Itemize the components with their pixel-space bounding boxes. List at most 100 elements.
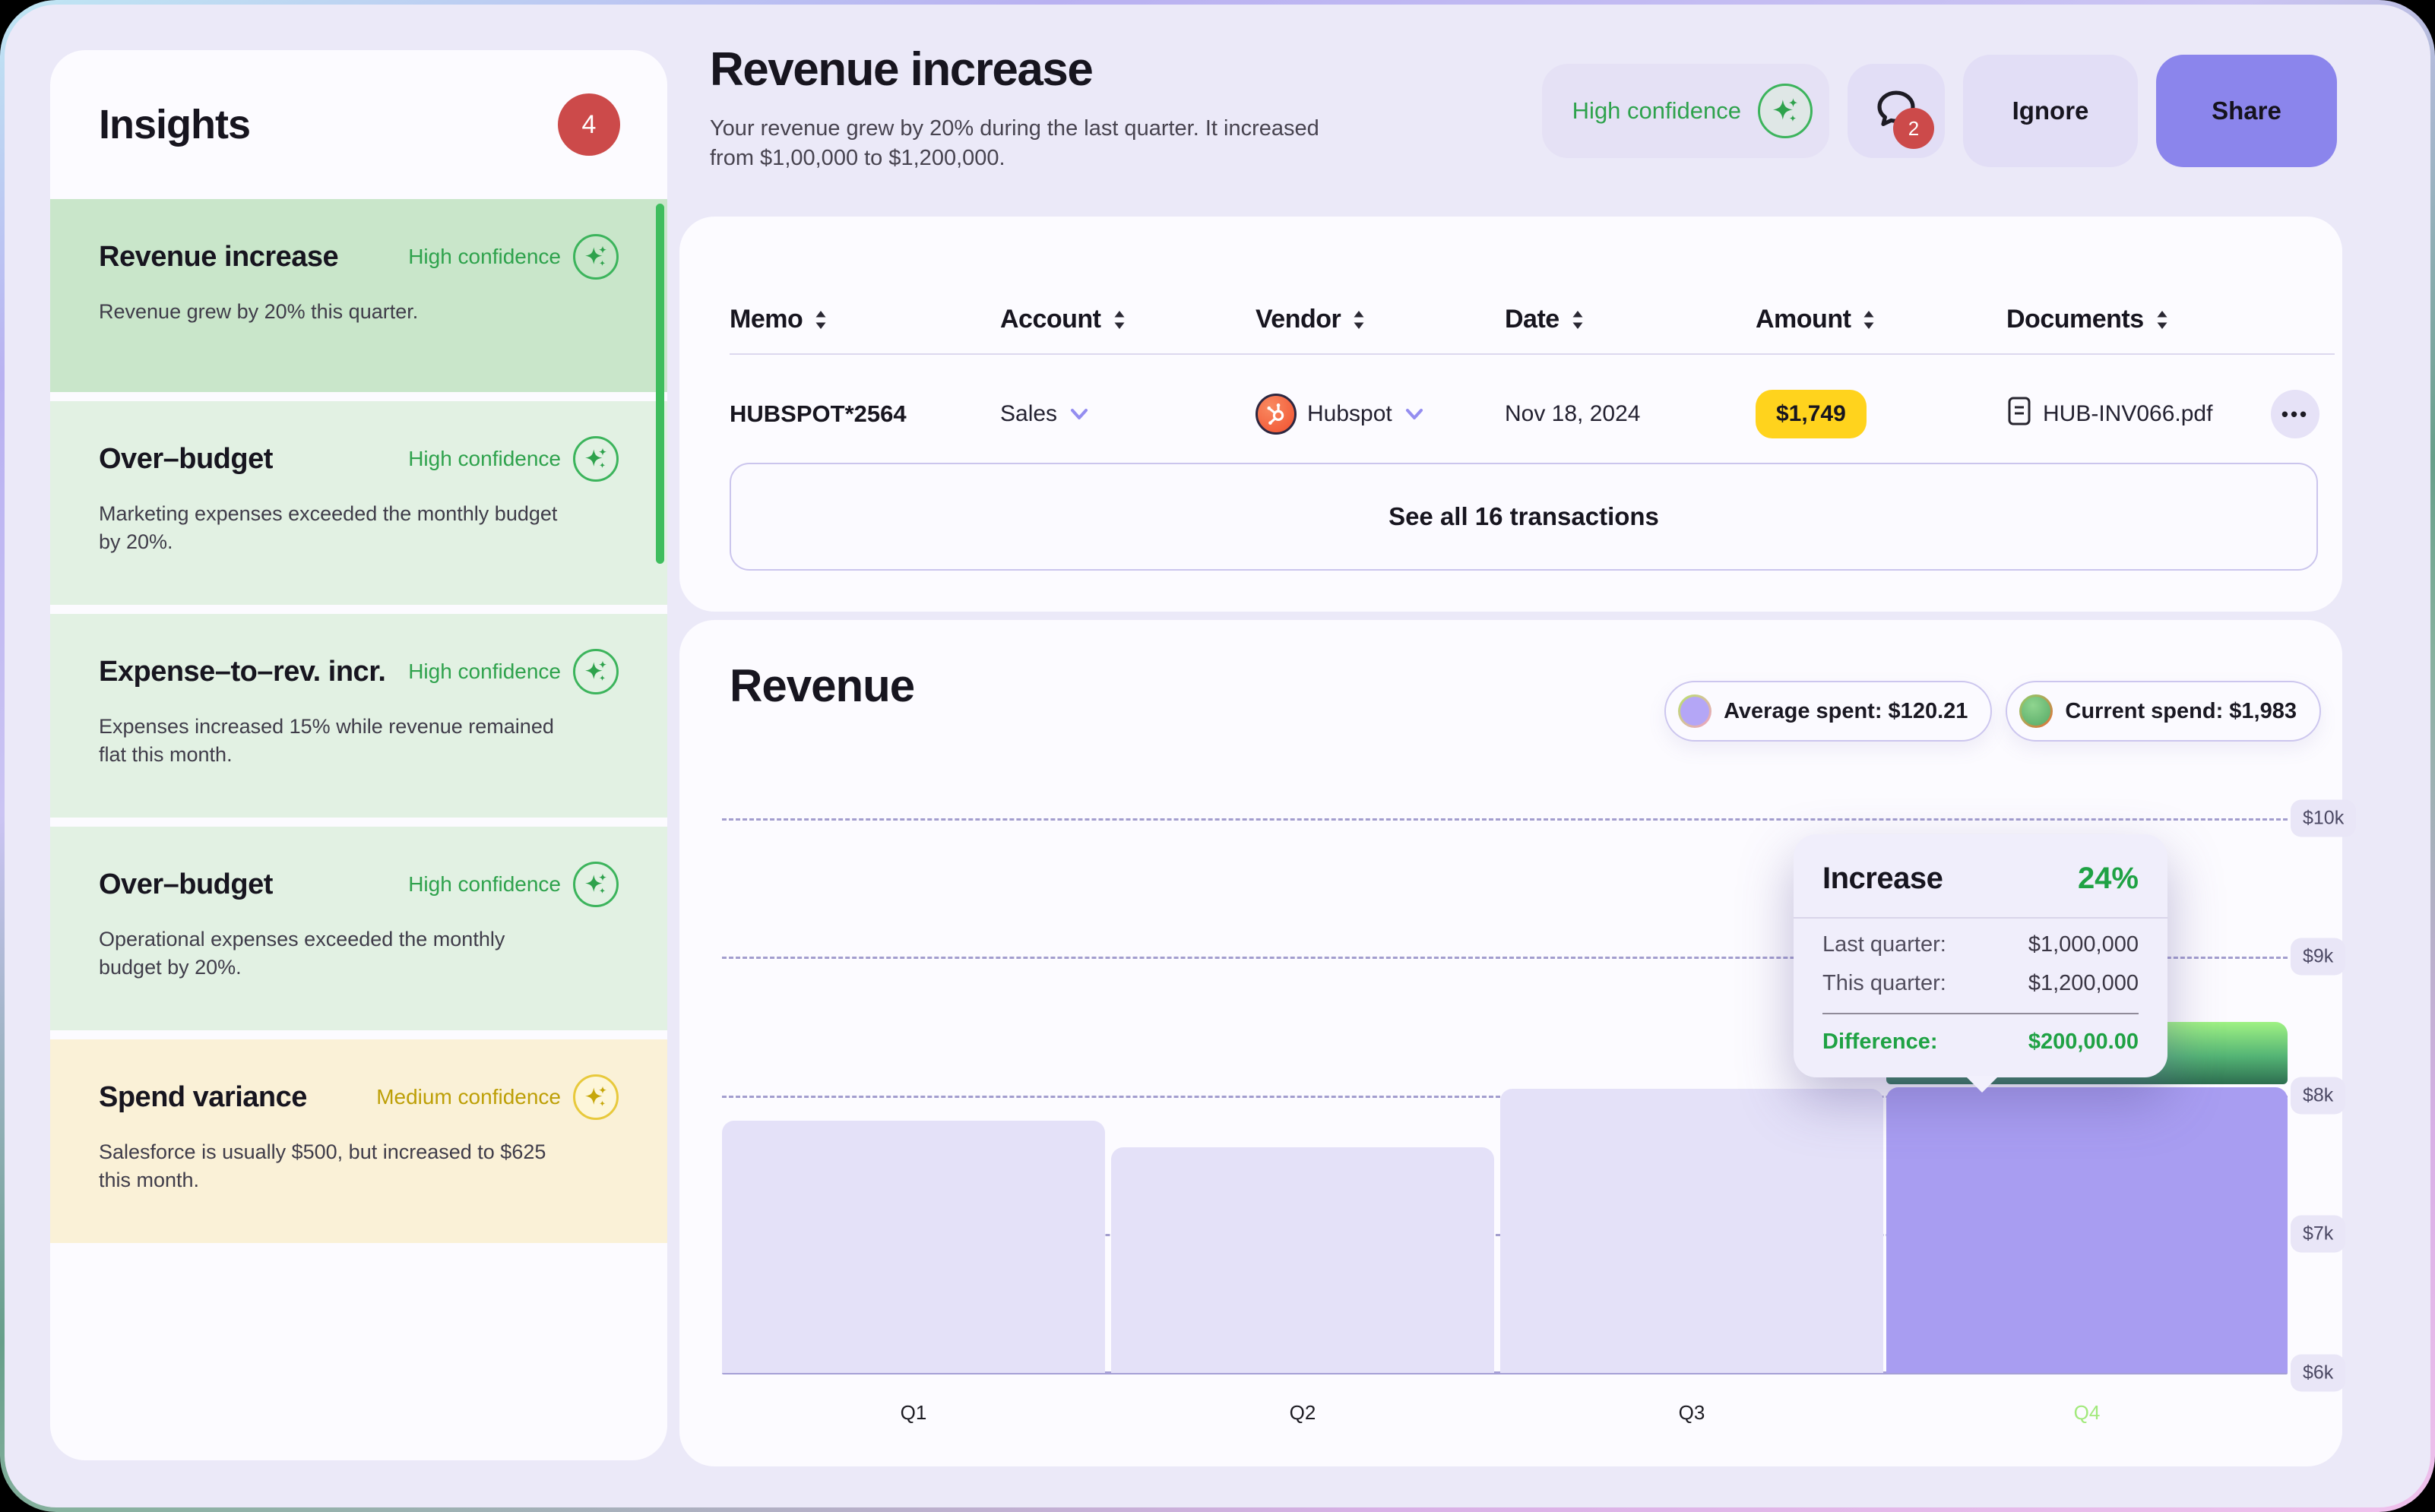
x-label-q4: Q4 [2073, 1401, 2101, 1424]
y-tick-9k: $9k [2291, 938, 2346, 976]
amount-cell: $1,749 [1756, 390, 2006, 438]
insight-title: Over–budget [99, 442, 273, 475]
share-button[interactable]: Share [2156, 55, 2337, 167]
chart-title: Revenue [730, 660, 915, 711]
bar-chart-plot-area [722, 802, 2288, 1373]
y-tick-8k: $8k [2291, 1077, 2346, 1115]
insight-title: Expense–to–rev. incr. [99, 655, 386, 688]
y-tick-6k: $6k [2291, 1354, 2346, 1392]
insight-title: Over–budget [99, 868, 273, 900]
confidence-pill[interactable]: High confidence [1541, 64, 1829, 158]
sparkle-icon [573, 234, 619, 280]
tooltip-title: Increase [1822, 862, 1943, 895]
legend-dot-green [2019, 694, 2053, 728]
confidence-pill-label: High confidence [1572, 97, 1741, 124]
column-header-vendor[interactable]: Vendor [1255, 305, 1505, 334]
hubspot-logo-icon [1255, 394, 1297, 435]
comments-count-badge: 2 [1893, 108, 1934, 149]
comments-button[interactable]: 2 [1848, 64, 1945, 158]
x-label-q3: Q3 [1678, 1401, 1705, 1424]
sparkle-icon [573, 649, 619, 694]
tooltip-last-quarter-value: $1,000,000 [2028, 932, 2139, 957]
tooltip-arrow [1965, 1076, 1999, 1093]
bar-q4-selected[interactable] [1886, 1087, 2288, 1373]
account-cell[interactable]: Sales [1000, 401, 1255, 427]
sparkle-icon [1758, 84, 1813, 138]
table-row[interactable]: HUBSPOT*2564 Sales Hubspot Nov 18, 2024 … [730, 378, 2312, 451]
tooltip-last-quarter-label: Last quarter: [1822, 932, 1946, 957]
chevron-down-icon[interactable] [1068, 404, 1091, 424]
tooltip-difference-value: $200,00.00 [2028, 1030, 2139, 1054]
bar-q2[interactable] [1111, 1147, 1494, 1373]
page-title: Revenue increase [710, 43, 1094, 96]
insight-description: Revenue grew by 20% this quarter. [99, 300, 419, 323]
tooltip-divider [1794, 917, 2167, 919]
gridline-10k [722, 818, 2288, 821]
column-header-account[interactable]: Account [1000, 305, 1255, 334]
column-header-date[interactable]: Date [1505, 305, 1756, 334]
column-header-documents[interactable]: Documents [2006, 305, 2312, 334]
confidence-label: High confidence [408, 447, 561, 470]
sidebar-scrollbar-thumb[interactable] [656, 204, 664, 564]
gridline-9k [722, 957, 2288, 959]
app-background: Insights 4 Revenue increase High confide… [5, 5, 2430, 1507]
legend-dot-purple [1678, 694, 1712, 728]
x-axis-line [722, 1371, 2288, 1374]
insight-card-spend-variance[interactable]: Spend variance Medium confidence Salesfo… [50, 1039, 667, 1243]
table-divider [730, 353, 2335, 355]
insight-title: Spend variance [99, 1080, 307, 1113]
insights-sidebar: Insights 4 Revenue increase High confide… [50, 50, 667, 1460]
sort-icon[interactable] [813, 309, 828, 331]
legend-current-spend[interactable]: Current spend: $1,983 [2006, 681, 2321, 742]
chevron-down-icon[interactable] [1403, 404, 1426, 424]
page-description: Your revenue grew by 20% during the last… [710, 116, 1319, 170]
confidence-label: High confidence [408, 660, 561, 683]
insight-description: Operational expenses exceeded the monthl… [99, 928, 505, 979]
sort-icon[interactable] [2155, 309, 2170, 331]
column-header-amount[interactable]: Amount [1756, 305, 2006, 334]
row-more-button[interactable]: ••• [2271, 390, 2319, 438]
sparkle-icon [573, 436, 619, 482]
ignore-button[interactable]: Ignore [1963, 55, 2138, 167]
sparkle-icon [573, 862, 619, 907]
confidence-label: Medium confidence [376, 1085, 561, 1109]
confidence-label: High confidence [408, 872, 561, 896]
column-header-memo[interactable]: Memo [730, 305, 1000, 334]
transactions-card: Memo Account Vendor Date Amount Document… [679, 217, 2342, 612]
sidebar-header: Insights 4 [50, 50, 667, 199]
y-tick-10k: $10k [2291, 799, 2357, 837]
x-label-q1: Q1 [900, 1401, 927, 1424]
documents-cell[interactable]: HUB-INV066.pdf [2006, 396, 2312, 432]
sort-icon[interactable] [1861, 309, 1876, 331]
sidebar-title: Insights [99, 102, 251, 147]
tooltip-divider-2 [1822, 1013, 2139, 1014]
tooltip-difference-label: Difference: [1822, 1030, 1938, 1054]
see-all-transactions-button[interactable]: See all 16 transactions [730, 463, 2318, 571]
insight-description: Salesforce is usually $500, but increase… [99, 1140, 546, 1191]
revenue-chart-card: Revenue Average spent: $120.21 Current s… [679, 620, 2357, 1466]
insight-description: Marketing expenses exceeded the monthly … [99, 502, 558, 553]
insight-card-over-budget-2[interactable]: Over–budget High confidence Operational … [50, 827, 667, 1030]
bar-q1[interactable] [722, 1121, 1105, 1373]
chart-legend: Average spent: $120.21 Current spend: $1… [1664, 681, 2321, 742]
insight-title: Revenue increase [99, 240, 339, 273]
vendor-cell[interactable]: Hubspot [1255, 394, 1505, 435]
insight-card-over-budget-1[interactable]: Over–budget High confidence Marketing ex… [50, 401, 667, 605]
insight-card-expense-to-rev[interactable]: Expense–to–rev. incr. High confidence Ex… [50, 614, 667, 818]
sort-icon[interactable] [1570, 309, 1585, 331]
tooltip-this-quarter-label: This quarter: [1822, 971, 1946, 995]
header-actions: High confidence 2 Ignore Share [1541, 55, 2337, 167]
y-tick-7k: $7k [2291, 1215, 2346, 1253]
legend-average-spent[interactable]: Average spent: $120.21 [1664, 681, 1993, 742]
insight-description: Expenses increased 15% while revenue rem… [99, 715, 554, 766]
sort-icon[interactable] [1112, 309, 1127, 331]
insight-card-revenue-increase[interactable]: Revenue increase High confidence Revenue… [50, 199, 667, 392]
memo-cell: HUBSPOT*2564 [730, 400, 907, 427]
tooltip-this-quarter-value: $1,200,000 [2028, 971, 2139, 995]
document-icon [2006, 396, 2032, 432]
date-cell: Nov 18, 2024 [1505, 401, 1641, 426]
table-header-row: Memo Account Vendor Date Amount Document… [730, 305, 2312, 334]
sort-icon[interactable] [1351, 309, 1366, 331]
bar-q3[interactable] [1500, 1089, 1883, 1373]
